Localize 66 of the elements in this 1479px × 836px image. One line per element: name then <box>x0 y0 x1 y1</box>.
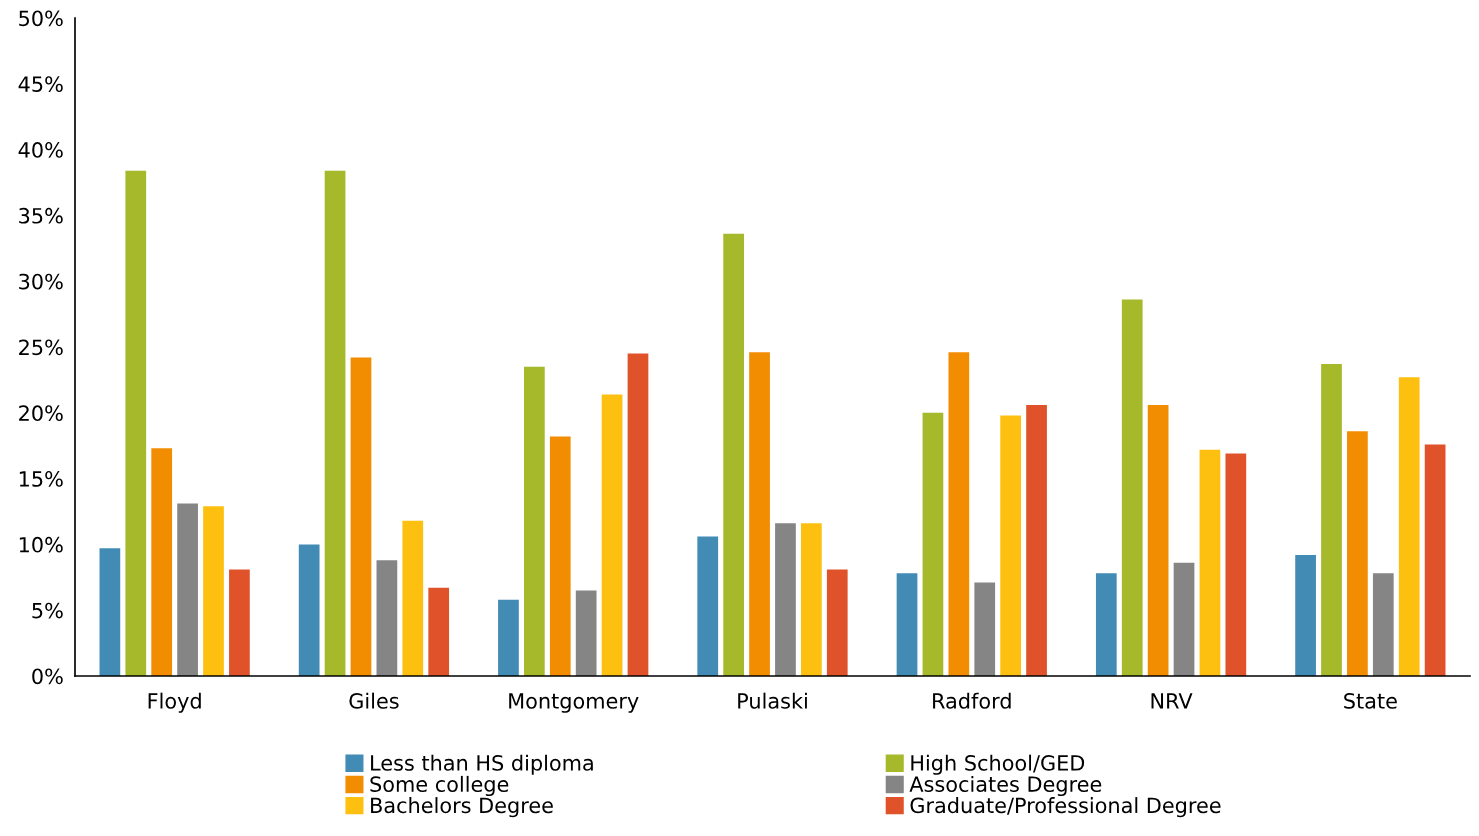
y-tick-label: 15% <box>19 471 63 487</box>
bar <box>575 590 597 676</box>
bar <box>1372 573 1394 676</box>
legend-label: Less than HS diploma <box>371 754 593 775</box>
y-tick-label: 10% <box>19 536 63 553</box>
bar <box>697 536 719 676</box>
x-tick-label: Floyd <box>148 692 201 713</box>
legend-label: High School/GED <box>911 754 1085 775</box>
bar <box>549 436 571 676</box>
bar <box>826 569 848 676</box>
x-tick-label: Montgomery <box>509 693 639 713</box>
bar <box>498 599 519 676</box>
x-tick-label: State <box>1344 693 1397 709</box>
y-tick-label: 35% <box>19 207 63 224</box>
bar <box>922 412 944 676</box>
bar <box>1424 444 1446 676</box>
bar <box>1225 453 1247 676</box>
bar <box>1347 431 1368 676</box>
bar <box>402 520 424 676</box>
legend-label: Some college <box>370 775 509 797</box>
y-tick-label: 50% <box>19 10 63 27</box>
bar <box>125 170 147 676</box>
bar <box>723 233 744 676</box>
y-tick-label: 40% <box>18 142 63 158</box>
bar <box>1295 554 1316 676</box>
bar <box>1095 573 1117 676</box>
bar <box>203 506 224 676</box>
bar <box>229 569 250 676</box>
bar <box>1199 449 1221 676</box>
y-tick-label: 20% <box>19 405 63 422</box>
bar <box>298 544 320 676</box>
bar <box>601 394 623 676</box>
bar <box>749 352 770 676</box>
bar <box>324 170 346 676</box>
bar <box>1398 377 1420 676</box>
x-tick-label: Giles <box>349 692 399 709</box>
y-tick-label: 30% <box>19 273 63 290</box>
bar <box>801 523 822 676</box>
legend-label: Associates Degree <box>909 775 1102 797</box>
bar <box>1000 415 1022 676</box>
bar <box>1321 364 1342 676</box>
bar <box>627 353 649 676</box>
bar <box>1026 404 1047 676</box>
bar <box>775 523 796 676</box>
bar <box>428 587 450 676</box>
bar <box>896 573 918 676</box>
x-tick-label: Pulaski <box>738 692 807 709</box>
bar <box>1121 299 1143 676</box>
bar <box>948 352 970 676</box>
bar <box>376 560 398 676</box>
legend-label: Bachelors Degree <box>371 797 553 818</box>
bar <box>1147 404 1169 676</box>
y-tick-label: 45% <box>18 76 63 93</box>
y-tick-label: 25% <box>19 339 63 356</box>
bar <box>151 448 173 676</box>
y-tick-label: 5% <box>32 602 63 619</box>
bar <box>177 503 198 676</box>
bar <box>350 357 372 676</box>
bar <box>1173 562 1195 676</box>
legend-label: Graduate/Professional Degree <box>910 797 1221 818</box>
x-tick-label: NRV <box>1151 693 1193 709</box>
bar <box>523 366 545 676</box>
y-tick-label: 0% <box>32 668 63 685</box>
bar <box>974 582 996 676</box>
bar <box>99 548 121 676</box>
x-tick-label: Radford <box>933 692 1011 709</box>
